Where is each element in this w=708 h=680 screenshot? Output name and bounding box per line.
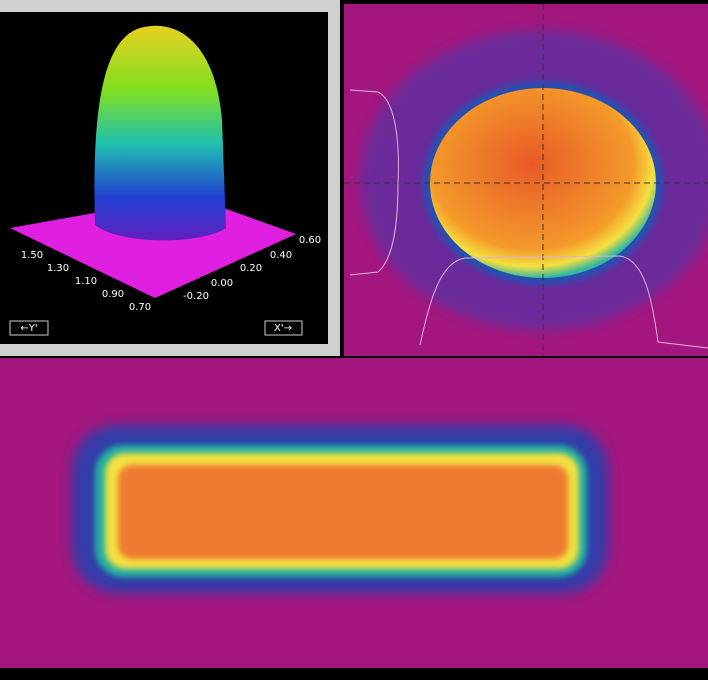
- x-axis-label: 0.60: [299, 235, 321, 246]
- y-axis-label: 0.70: [129, 302, 151, 313]
- x-axis-label: -0.20: [183, 291, 209, 302]
- x-rotate-button[interactable]: [264, 320, 303, 336]
- spot-core: [430, 88, 656, 278]
- horizontal-profile: [419, 255, 708, 349]
- x-axis-label: 0.40: [270, 250, 292, 261]
- y-axis-label: 1.30: [47, 263, 69, 274]
- beam-spot-panel: [344, 4, 708, 356]
- rect-core: [118, 465, 568, 559]
- x-axis-label: 0.20: [240, 263, 262, 274]
- button-label[interactable]: ←Y': [20, 323, 37, 334]
- surface-panel: 1.50 1.30 1.10 0.90 0.70 -0.20 0.00 0.20…: [0, 0, 340, 356]
- button-label[interactable]: X'→: [274, 323, 292, 334]
- y-axis-label: 1.50: [21, 250, 43, 261]
- y-rotate-button[interactable]: [9, 320, 49, 336]
- vertical-profile: [349, 89, 399, 276]
- rect-beam-panel: [0, 358, 708, 668]
- y-axis-label: 0.90: [102, 289, 124, 300]
- x-axis-label: 0.00: [211, 278, 233, 289]
- y-axis-label: 1.10: [75, 276, 97, 287]
- surface-peak: [94, 25, 226, 241]
